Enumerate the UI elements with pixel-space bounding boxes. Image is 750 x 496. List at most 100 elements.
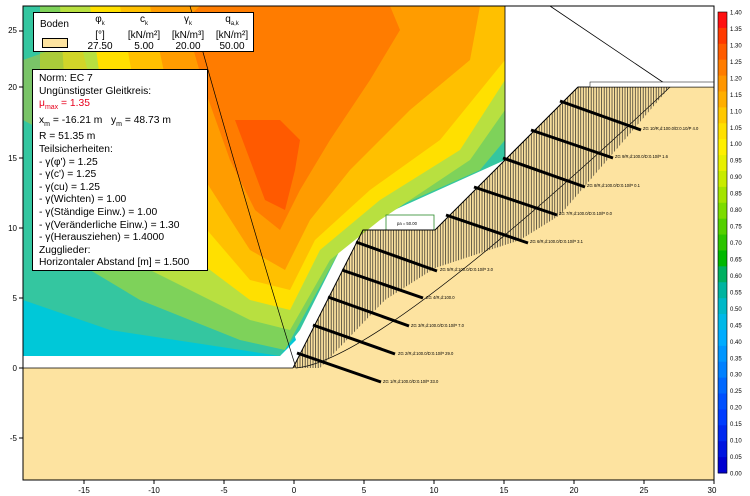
color-scale-band xyxy=(718,361,727,379)
color-scale-label: 1.20 xyxy=(730,76,742,82)
x-tick-label: 20 xyxy=(570,486,579,495)
color-scale-label: 1.35 xyxy=(730,27,742,33)
center-coordinates: xm = -16.21 m ym = 48.73 m xyxy=(39,114,171,128)
berm-load-label: pa = 50.00 xyxy=(397,221,418,226)
reinforced-zone-upper xyxy=(435,87,670,268)
color-scale-band xyxy=(718,107,727,124)
color-scale-label: 0.45 xyxy=(730,323,742,329)
color-scale-band xyxy=(718,155,727,172)
y-tick-label: 20 xyxy=(8,83,17,92)
x-tick-label: 25 xyxy=(640,486,649,495)
y-tick-label: -5 xyxy=(10,434,18,443)
anchors xyxy=(296,99,642,384)
color-scale-label: 0.55 xyxy=(730,290,742,296)
norm-text: Norm: EC 7 xyxy=(39,73,93,84)
param-c: ck [kN/m²] 5.00 xyxy=(127,14,161,52)
color-scale-label: 0.95 xyxy=(730,159,742,165)
color-scale-label: 0.10 xyxy=(730,439,742,445)
safety-title: Teilsicherheiten: xyxy=(39,144,113,156)
color-scale-band xyxy=(718,202,727,220)
factor-c: - γ(c') = 1.25 xyxy=(39,169,97,181)
factor-pullout: - γ(Herausziehen) = 1.4000 xyxy=(39,232,165,244)
circle-title: Ungünstigster Gleitkreis: xyxy=(39,85,152,97)
color-scale-band xyxy=(718,298,727,315)
x-tick-label: -15 xyxy=(78,486,90,495)
y-tick-label: 0 xyxy=(13,364,18,373)
color-scale-label: 0.50 xyxy=(730,307,742,313)
spacing: Horizontaler Abstand [m] = 1.500 xyxy=(39,257,190,269)
color-scale-label: 0.00 xyxy=(730,472,742,478)
color-scale-label: 0.80 xyxy=(730,208,742,214)
x-axis: -15 -10 -5 0 5 10 15 20 25 30 xyxy=(78,480,717,495)
anchor-label-5: ZG 5/R,d:100.0/D:0.10/P 3.0 xyxy=(440,267,494,272)
anchor-label-1: ZG 1/R,d:100.0/D:0.10/P 33.0 xyxy=(383,379,439,384)
color-scale-label: 1.30 xyxy=(730,43,742,49)
reinforced-zone-lower xyxy=(293,230,435,368)
soil-swatch xyxy=(42,38,68,48)
color-scale-band xyxy=(718,139,727,156)
anchor-label-3: ZG 3/R,d:100.0/D:0.10/P 7.0 xyxy=(411,323,465,328)
color-scale: 1.40 1.35 1.30 1.25 1.20 1.15 1.10 1.05 1.00 0.95… xyxy=(717,11,742,478)
color-scale-band xyxy=(718,123,727,140)
color-scale-band xyxy=(718,218,727,236)
color-scale-frame xyxy=(717,11,728,474)
param-q: qa,k [kN/m²] 50.00 xyxy=(215,14,249,52)
color-scale-band xyxy=(718,441,727,458)
color-scale-label: 0.30 xyxy=(730,373,742,379)
color-scale-band xyxy=(718,75,727,92)
factor-cu: - γ(cu) = 1.25 xyxy=(39,181,100,193)
radius: R = 51.35 m xyxy=(39,131,96,143)
x-tick-label: 0 xyxy=(292,486,297,495)
color-scale-band xyxy=(718,170,727,188)
soil-parameter-table: Boden φk [°] 27.50 ck [kN/m²] 5.00 γk [k… xyxy=(33,12,254,52)
slope-face xyxy=(292,86,579,369)
mu-max: μmax = 1.35 xyxy=(39,98,90,112)
color-scale-label: 1.10 xyxy=(730,109,742,115)
x-tick-label: 5 xyxy=(362,486,367,495)
color-scale-label: 0.25 xyxy=(730,389,742,395)
color-scale-band xyxy=(718,186,727,204)
color-scale-label: 0.65 xyxy=(730,257,742,263)
soil-table-title: Boden xyxy=(40,19,69,30)
anchor-labels: ZG 1/R,d:100.0/D:0.10/P 33.0 ZG 2/R,d:10… xyxy=(383,126,699,384)
color-scale-band xyxy=(718,314,727,331)
color-scale-label: 0.90 xyxy=(730,175,742,181)
color-scale-label: 0.75 xyxy=(730,225,742,231)
color-scale-band xyxy=(718,91,727,108)
color-scale-label: 0.20 xyxy=(730,406,742,412)
anchor-label-7: ZG 7/R,d:100.0/D:0.10/P 0.0 xyxy=(559,211,613,216)
x-tick-label: 10 xyxy=(430,486,439,495)
param-gamma: γk [kN/m³] 20.00 xyxy=(171,14,205,52)
color-scale-band xyxy=(718,250,727,267)
anchor-label-9: ZG 9/R,d:100.0/D:0.10/P 1.6 xyxy=(615,154,669,159)
color-scale-label: 0.40 xyxy=(730,340,742,346)
color-scale-band xyxy=(718,59,727,77)
color-scale-band xyxy=(718,377,727,395)
color-scale-label: 1.25 xyxy=(730,60,742,66)
x-tick-label: 15 xyxy=(500,486,509,495)
color-scale-band xyxy=(718,393,727,410)
color-scale-band xyxy=(718,12,727,29)
color-scale-band xyxy=(718,425,727,442)
anchor-label-4: ZG 4/R,d:100.0 xyxy=(426,295,455,300)
x-tick-label: -5 xyxy=(220,486,228,495)
color-scale-label: 0.15 xyxy=(730,422,742,428)
y-tick-label: 10 xyxy=(8,224,17,233)
plot-frame xyxy=(22,5,715,481)
y-tick-label: 15 xyxy=(8,154,17,163)
color-scale-band xyxy=(718,457,727,474)
color-scale-label: 1.05 xyxy=(730,126,742,132)
color-scale-label: 0.60 xyxy=(730,274,742,280)
anchor-label-10: ZG 10/R,d:100.0/D:0.10/P 4.0 xyxy=(643,126,699,131)
color-scale-band xyxy=(718,266,727,283)
param-phi: φk [°] 27.50 xyxy=(87,14,113,52)
color-scale-label: 1.00 xyxy=(730,142,742,148)
color-scale-band xyxy=(718,329,727,347)
color-scale-band xyxy=(718,43,727,61)
color-scale-label: 0.85 xyxy=(730,192,742,198)
color-scale-label: 0.70 xyxy=(730,241,742,247)
x-tick-label: -10 xyxy=(148,486,160,495)
color-scale-label: 1.40 xyxy=(730,11,742,17)
y-axis: 25 20 15 10 5 0 -5 xyxy=(8,26,23,443)
analysis-info-panel: Norm: EC 7 Ungünstigster Gleitkreis: μma… xyxy=(32,69,208,271)
